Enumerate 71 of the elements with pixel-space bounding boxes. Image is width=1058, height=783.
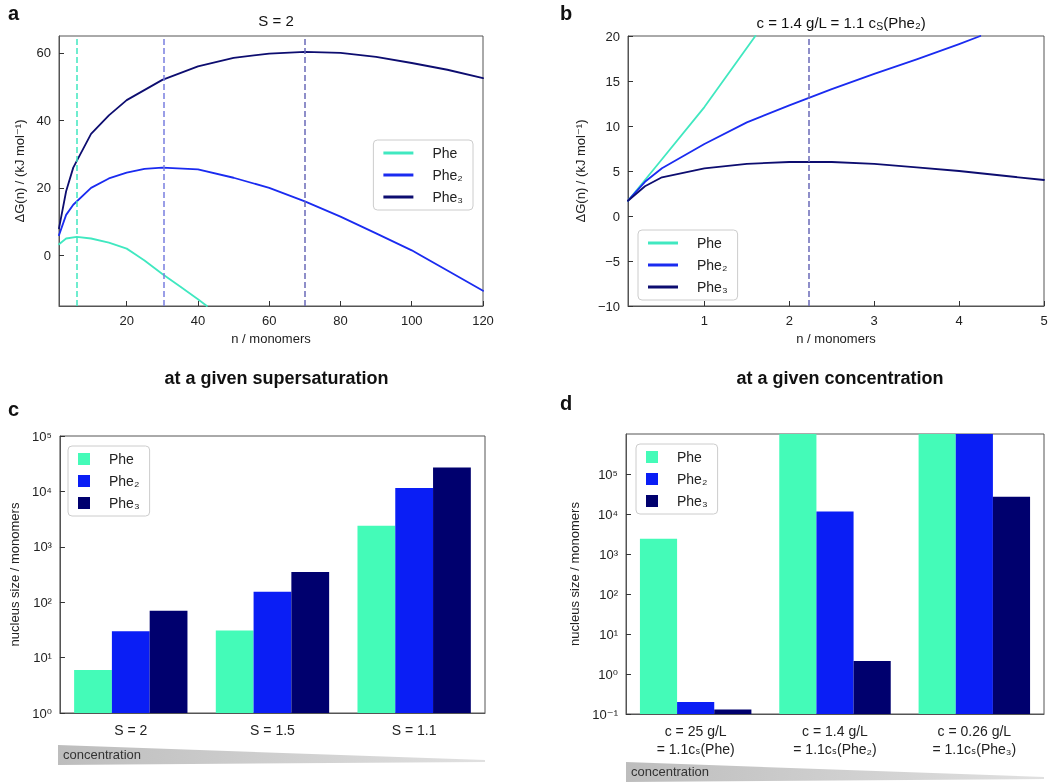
legend-label: Phe₂ xyxy=(697,257,728,273)
x-tick-label: c = 0.26 g/L = 1.1cₛ(Phe₃) xyxy=(932,723,1017,757)
legend-label: Phe₃ xyxy=(432,189,464,205)
y-tick-label: 0 xyxy=(612,208,620,224)
x-tick-label: S = 1.5 xyxy=(250,722,296,738)
legend-label: Phe₂ xyxy=(432,167,463,183)
legend-label: Phe xyxy=(109,451,135,467)
legend-label: Phe xyxy=(697,235,723,251)
x-tick-label: S = 2 xyxy=(114,722,148,738)
chart-title: S = 2 xyxy=(258,12,294,29)
y-tick-label: 20 xyxy=(605,28,620,44)
y-tick-label: 10⁴ xyxy=(597,506,618,522)
y-tick-label: 5 xyxy=(612,163,620,179)
x-tick-label: 5 xyxy=(1040,313,1048,328)
y-axis-title: ΔG(n) / (kJ mol⁻¹) xyxy=(11,119,27,223)
y-tick-label: 0 xyxy=(43,247,51,263)
y-axis-title: ΔG(n) / (kJ mol⁻¹) xyxy=(573,119,589,223)
legend-label: Phe₂ xyxy=(677,471,708,487)
x-axis-title: n / monomers xyxy=(796,331,877,346)
text: c xyxy=(8,398,20,421)
legend-label: Phe₃ xyxy=(109,495,140,511)
x-tick-label: 3 xyxy=(870,313,878,328)
chart-title: at a given supersaturation xyxy=(164,368,389,388)
legend-label: Phe₃ xyxy=(677,493,708,509)
legend-label: Phe xyxy=(677,449,703,465)
legend-label: Phe₃ xyxy=(697,279,728,295)
text: d xyxy=(560,392,573,415)
x-tick-label: 100 xyxy=(400,313,423,328)
y-tick-label: 10⁰ xyxy=(32,705,52,721)
y-tick-label: 10⁰ xyxy=(598,666,618,682)
x-tick-label: 2 xyxy=(785,313,793,328)
y-axis-title: nucleus size / monomers xyxy=(7,502,22,647)
x-tick-label: 60 xyxy=(261,313,277,328)
x-tick-label: c = 1.4 g/L = 1.1cₛ(Phe₂) xyxy=(793,723,877,757)
x-tick-label: S = 1.1 xyxy=(391,722,437,738)
x-tick-label: 1 xyxy=(700,313,709,328)
line-series xyxy=(58,50,484,230)
y-tick-label: 10⁴ xyxy=(31,483,52,499)
y-tick-label: 10² xyxy=(599,586,619,602)
y-tick-label: 10¹ xyxy=(599,626,619,642)
x-tick-label: 120 xyxy=(472,313,494,328)
text: a xyxy=(8,2,20,25)
y-tick-label: 10³ xyxy=(599,546,619,562)
y-tick-label: 40 xyxy=(36,112,51,128)
y-tick-label: 10⁵ xyxy=(32,428,52,444)
text: b xyxy=(560,2,573,25)
text: concentration xyxy=(63,747,142,762)
y-tick-label: 10⁻¹ xyxy=(592,706,619,722)
y-tick-label: 60 xyxy=(36,45,51,61)
y-tick-label: 15 xyxy=(605,73,620,89)
y-tick-label: −10 xyxy=(597,298,620,314)
x-tick-label: 4 xyxy=(955,313,963,328)
y-tick-label: 10² xyxy=(33,594,53,610)
x-tick-label: 40 xyxy=(190,313,206,328)
y-tick-label: 10⁵ xyxy=(598,466,618,482)
y-tick-label: 20 xyxy=(36,180,51,196)
x-tick-label: c = 25 g/L = 1.1cₛ(Phe) xyxy=(656,723,735,757)
x-tick-label: 20 xyxy=(119,313,134,328)
y-tick-label: 10³ xyxy=(33,539,53,555)
y-tick-label: 10¹ xyxy=(33,650,53,666)
legend-label: Phe₂ xyxy=(109,473,140,489)
text: concentration xyxy=(631,764,710,779)
line-series xyxy=(58,166,484,292)
chart-title: at a given concentration xyxy=(736,368,944,388)
y-tick-label: 10 xyxy=(605,118,620,134)
y-axis-title: nucleus size / monomers xyxy=(567,501,583,646)
x-tick-label: 80 xyxy=(333,313,348,328)
x-axis-title: n / monomers xyxy=(231,331,312,346)
y-tick-label: −5 xyxy=(605,253,620,269)
line-series xyxy=(627,161,1045,202)
legend-label: Phe xyxy=(432,145,458,161)
